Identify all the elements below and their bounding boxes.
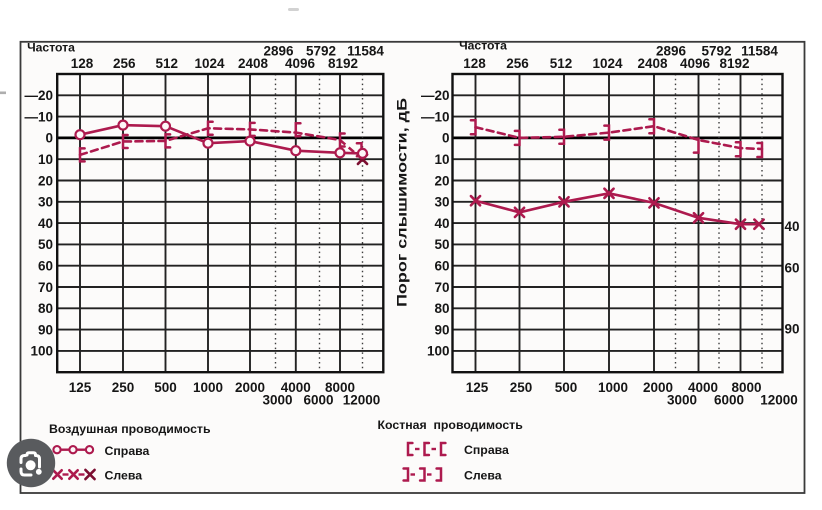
svg-text:—20: —20	[24, 88, 53, 103]
svg-text:60: 60	[785, 260, 800, 275]
svg-text:70: 70	[434, 280, 449, 295]
svg-text:80: 80	[38, 301, 53, 316]
svg-text:100: 100	[30, 344, 53, 359]
svg-text:20: 20	[38, 173, 53, 188]
svg-text:Слева: Слева	[105, 469, 143, 483]
svg-text:70: 70	[38, 280, 53, 295]
svg-text:40: 40	[785, 219, 800, 234]
svg-text:60: 60	[38, 259, 53, 274]
svg-text:—10: —10	[24, 109, 53, 124]
svg-text:2896: 2896	[263, 44, 294, 59]
svg-text:4000: 4000	[281, 380, 311, 395]
svg-text:Воздушная проводимость: Воздушная проводимость	[49, 422, 211, 436]
svg-text:5792: 5792	[701, 44, 731, 59]
svg-text:Справа: Справа	[464, 443, 509, 457]
svg-text:256: 256	[506, 56, 529, 71]
svg-text:10: 10	[38, 152, 53, 167]
svg-text:50: 50	[38, 237, 53, 252]
svg-text:50: 50	[434, 237, 449, 252]
svg-text:3000: 3000	[667, 392, 697, 407]
svg-text:—20: —20	[421, 88, 450, 103]
svg-text:90: 90	[785, 321, 800, 336]
svg-text:Порог слышимости, дБ: Порог слышимости, дБ	[394, 98, 410, 307]
svg-text:1000: 1000	[598, 380, 628, 395]
svg-text:8192: 8192	[328, 56, 358, 71]
svg-text:20: 20	[434, 173, 449, 188]
svg-text:8000: 8000	[325, 380, 355, 395]
svg-text:1024: 1024	[194, 56, 225, 71]
svg-text:Частота: Частота	[459, 38, 507, 52]
svg-text:11584: 11584	[347, 44, 384, 59]
svg-text:4096: 4096	[285, 56, 316, 71]
svg-text:Справа: Справа	[105, 444, 150, 458]
svg-text:250: 250	[112, 380, 135, 395]
svg-text:40: 40	[434, 216, 449, 231]
svg-text:2408: 2408	[637, 56, 668, 71]
svg-text:3000: 3000	[262, 392, 292, 407]
svg-text:128: 128	[71, 56, 94, 71]
svg-text:2000: 2000	[235, 380, 265, 395]
svg-text:2000: 2000	[643, 380, 673, 395]
svg-text:1024: 1024	[592, 56, 623, 71]
svg-text:12000: 12000	[760, 392, 798, 407]
svg-text:90: 90	[434, 322, 449, 337]
svg-text:100: 100	[427, 344, 450, 359]
svg-text:500: 500	[154, 380, 177, 395]
svg-text:2408: 2408	[238, 56, 269, 71]
svg-text:256: 256	[113, 56, 136, 71]
svg-text:4000: 4000	[688, 380, 718, 395]
svg-text:Костная проводимость: Костная проводимость	[378, 418, 524, 432]
svg-text:90: 90	[38, 322, 53, 337]
svg-text:60: 60	[434, 259, 449, 274]
svg-text:2896: 2896	[656, 44, 687, 59]
svg-text:0: 0	[442, 131, 450, 146]
svg-text:4096: 4096	[680, 56, 711, 71]
svg-text:5792: 5792	[306, 44, 336, 59]
svg-text:128: 128	[463, 56, 486, 71]
svg-text:512: 512	[156, 56, 179, 71]
svg-text:125: 125	[466, 380, 489, 395]
svg-text:512: 512	[550, 56, 573, 71]
svg-text:125: 125	[69, 380, 92, 395]
svg-text:1000: 1000	[193, 380, 223, 395]
svg-text:250: 250	[510, 380, 533, 395]
svg-text:—10: —10	[421, 109, 450, 124]
svg-text:500: 500	[555, 380, 578, 395]
svg-text:12000: 12000	[343, 392, 381, 407]
svg-text:6000: 6000	[714, 392, 744, 407]
svg-text:30: 30	[434, 195, 449, 210]
svg-text:40: 40	[38, 216, 53, 231]
svg-text:30: 30	[38, 195, 53, 210]
svg-text:11584: 11584	[741, 44, 778, 59]
svg-text:Частота: Частота	[27, 41, 75, 55]
svg-text:80: 80	[434, 301, 449, 316]
svg-text:0: 0	[45, 131, 53, 146]
svg-text:8000: 8000	[731, 380, 761, 395]
svg-text:Слева: Слева	[464, 469, 502, 483]
svg-text:6000: 6000	[303, 392, 333, 407]
svg-text:8192: 8192	[719, 56, 749, 71]
svg-text:10: 10	[434, 152, 449, 167]
